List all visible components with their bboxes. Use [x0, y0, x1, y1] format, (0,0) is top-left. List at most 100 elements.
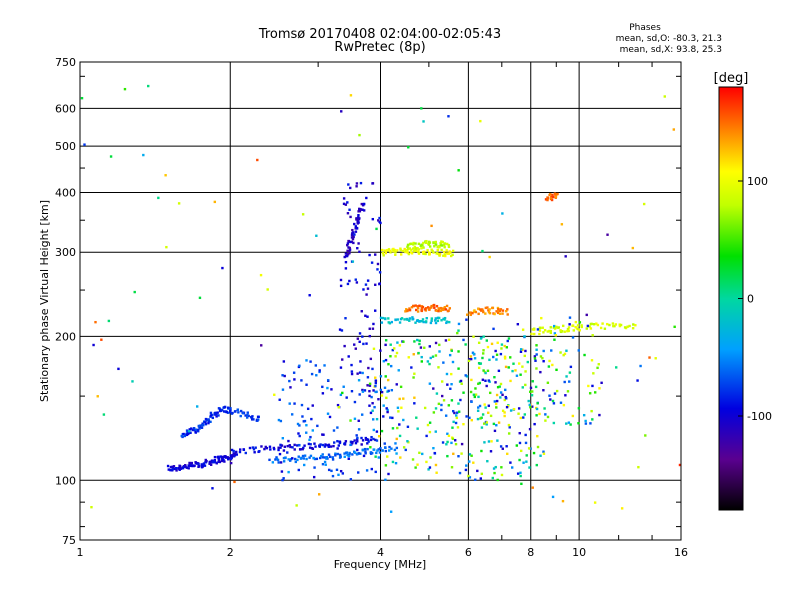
data-point — [446, 309, 450, 313]
data-point — [381, 449, 384, 452]
data-point — [379, 447, 382, 450]
data-point — [479, 337, 483, 340]
data-point — [301, 454, 305, 458]
data-point — [364, 314, 367, 317]
data-point — [293, 402, 296, 405]
data-point — [366, 438, 370, 441]
data-point — [300, 456, 303, 460]
data-point — [375, 451, 378, 455]
data-point — [443, 306, 446, 309]
data-point — [524, 383, 527, 387]
data-point — [384, 358, 388, 362]
data-point — [324, 443, 327, 446]
data-point — [404, 448, 407, 452]
data-point — [331, 458, 335, 461]
data-point — [282, 477, 285, 480]
data-point — [331, 456, 334, 459]
data-point — [399, 247, 402, 250]
data-point — [319, 456, 322, 460]
data-point — [330, 388, 333, 391]
data-point — [437, 309, 440, 313]
data-point — [445, 304, 449, 308]
data-point — [484, 406, 487, 409]
data-point — [501, 309, 505, 312]
data-point — [576, 324, 580, 327]
data-point — [445, 321, 448, 325]
data-point — [198, 427, 201, 430]
data-point — [362, 209, 366, 212]
data-point — [366, 279, 370, 282]
data-point — [301, 415, 304, 418]
data-point — [357, 471, 360, 474]
data-point — [539, 370, 542, 374]
data-point — [416, 305, 419, 308]
data-point — [245, 416, 249, 419]
data-point — [493, 312, 496, 316]
data-point — [568, 323, 571, 326]
data-point — [352, 241, 355, 245]
data-point — [501, 312, 504, 315]
data-point — [375, 390, 378, 394]
data-point — [366, 447, 369, 451]
data-point — [225, 410, 229, 414]
data-point — [505, 309, 508, 313]
data-point — [433, 451, 436, 455]
data-point — [377, 219, 380, 222]
data-point — [371, 327, 375, 330]
data-point — [425, 460, 428, 464]
data-point — [100, 338, 103, 341]
data-point — [426, 423, 430, 427]
data-point — [432, 241, 435, 244]
data-point — [603, 327, 607, 330]
data-point — [460, 452, 463, 455]
data-point — [477, 362, 481, 365]
data-point — [637, 465, 640, 469]
data-point — [356, 448, 359, 452]
data-point — [590, 322, 593, 326]
data-point — [411, 458, 415, 461]
data-point — [591, 334, 594, 337]
data-point — [361, 371, 364, 375]
data-point — [499, 352, 503, 356]
data-point — [308, 446, 312, 449]
data-point — [388, 322, 392, 325]
data-point — [287, 458, 290, 461]
data-point — [553, 332, 557, 335]
x-tick-label: 4 — [377, 546, 384, 559]
data-point — [503, 344, 506, 348]
data-point — [408, 319, 411, 322]
data-point — [444, 308, 448, 311]
data-point — [498, 309, 502, 313]
data-point — [107, 319, 111, 323]
data-point — [614, 323, 618, 326]
data-point — [380, 394, 384, 397]
data-point — [521, 348, 524, 351]
data-point — [274, 458, 277, 461]
data-point — [511, 466, 514, 469]
data-point — [263, 447, 266, 451]
data-point — [387, 472, 390, 476]
data-point — [202, 423, 205, 427]
data-point — [431, 355, 435, 358]
data-point — [484, 379, 487, 382]
data-point — [385, 396, 388, 400]
data-point — [611, 322, 615, 325]
y-tick-labels: 75 100 200 300 400 500 600 750 — [55, 56, 76, 547]
data-point — [252, 448, 256, 451]
data-point — [450, 441, 453, 445]
data-point — [433, 319, 437, 322]
data-point — [578, 321, 582, 324]
data-point — [451, 437, 455, 440]
data-point — [444, 414, 448, 417]
data-point — [246, 411, 249, 414]
data-point — [416, 463, 419, 466]
data-point — [572, 329, 575, 332]
data-point — [355, 182, 359, 185]
data-point — [371, 409, 374, 412]
data-point — [428, 421, 432, 424]
y-tick-label: 500 — [55, 140, 76, 153]
data-point — [554, 334, 558, 337]
data-point — [518, 431, 521, 435]
data-point — [310, 417, 313, 421]
data-point — [323, 364, 326, 367]
